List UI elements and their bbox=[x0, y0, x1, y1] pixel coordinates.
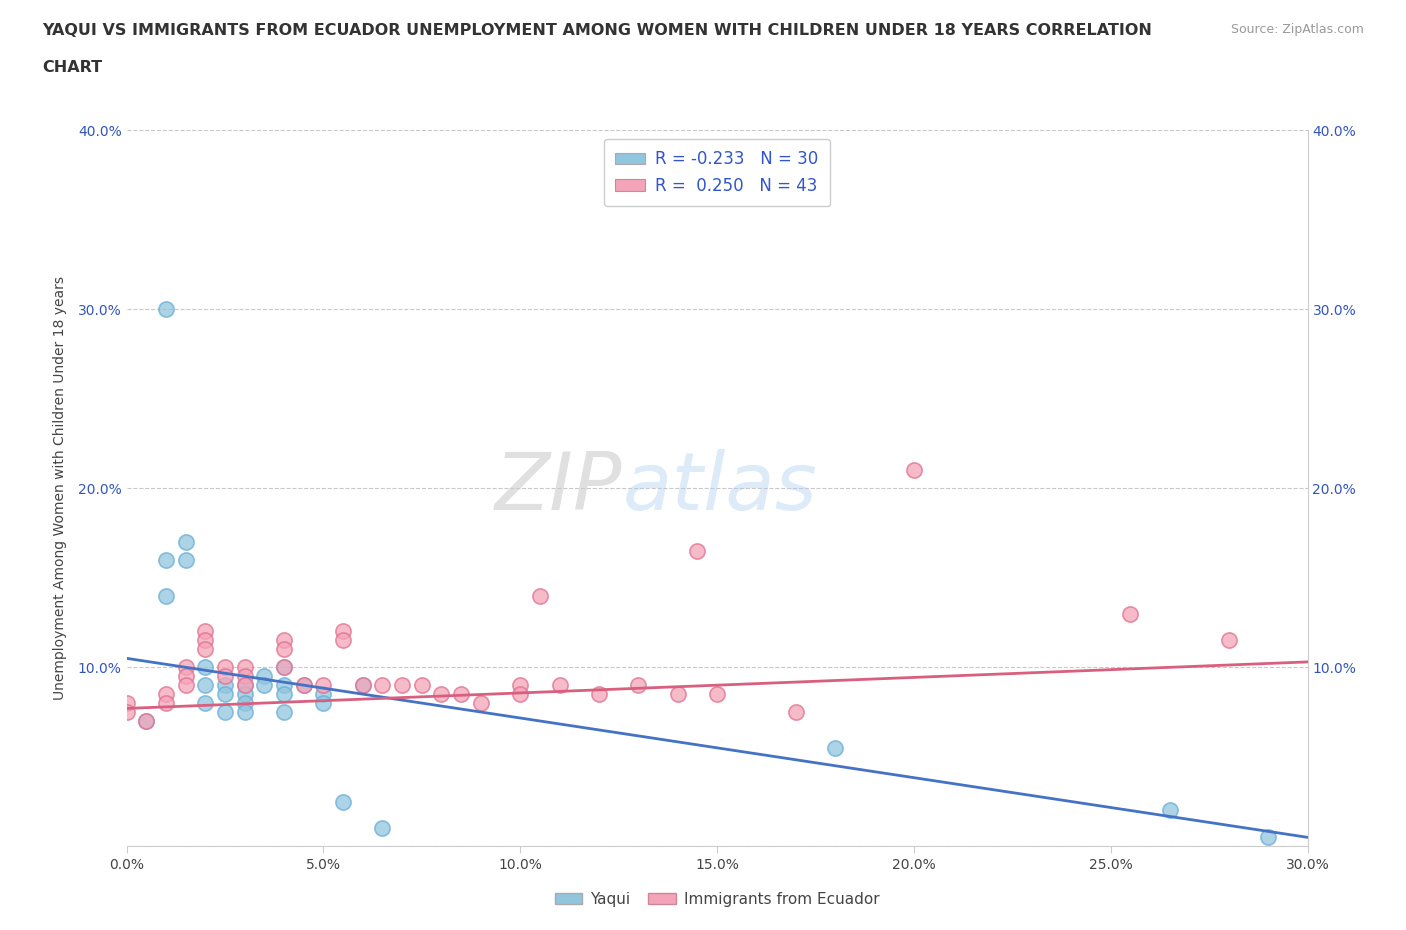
Point bbox=[214, 660, 236, 675]
Text: YAQUI VS IMMIGRANTS FROM ECUADOR UNEMPLOYMENT AMONG WOMEN WITH CHILDREN UNDER 18: YAQUI VS IMMIGRANTS FROM ECUADOR UNEMPLO… bbox=[42, 23, 1152, 38]
Point bbox=[135, 713, 157, 728]
Point bbox=[194, 624, 217, 639]
Point bbox=[312, 686, 335, 701]
Point bbox=[352, 678, 374, 693]
Point bbox=[155, 552, 177, 567]
Point bbox=[214, 705, 236, 720]
Point bbox=[824, 740, 846, 755]
Point bbox=[548, 678, 571, 693]
Point bbox=[194, 696, 217, 711]
Point bbox=[233, 678, 256, 693]
Point bbox=[1159, 804, 1181, 818]
Point bbox=[312, 696, 335, 711]
Point bbox=[352, 678, 374, 693]
Point bbox=[273, 686, 295, 701]
Point bbox=[686, 543, 709, 558]
Point bbox=[233, 660, 256, 675]
Point bbox=[174, 535, 197, 550]
Point bbox=[785, 705, 807, 720]
Point bbox=[273, 678, 295, 693]
Y-axis label: Unemployment Among Women with Children Under 18 years: Unemployment Among Women with Children U… bbox=[52, 276, 66, 700]
Point bbox=[292, 678, 315, 693]
Point bbox=[155, 696, 177, 711]
Point bbox=[332, 794, 354, 809]
Point bbox=[292, 678, 315, 693]
Point bbox=[411, 678, 433, 693]
Point bbox=[214, 669, 236, 684]
Point bbox=[194, 633, 217, 648]
Point bbox=[903, 463, 925, 478]
Point bbox=[233, 678, 256, 693]
Point bbox=[430, 686, 453, 701]
Point bbox=[371, 821, 394, 836]
Point bbox=[155, 302, 177, 317]
Point bbox=[450, 686, 472, 701]
Legend: Yaqui, Immigrants from Ecuador: Yaqui, Immigrants from Ecuador bbox=[548, 886, 886, 913]
Point bbox=[174, 552, 197, 567]
Point bbox=[273, 633, 295, 648]
Point bbox=[214, 678, 236, 693]
Point bbox=[391, 678, 413, 693]
Text: ZIP: ZIP bbox=[495, 449, 623, 527]
Point bbox=[588, 686, 610, 701]
Point bbox=[174, 660, 197, 675]
Text: Source: ZipAtlas.com: Source: ZipAtlas.com bbox=[1230, 23, 1364, 36]
Point bbox=[253, 669, 276, 684]
Point bbox=[253, 678, 276, 693]
Point bbox=[233, 686, 256, 701]
Point bbox=[666, 686, 689, 701]
Point bbox=[1257, 830, 1279, 844]
Point bbox=[273, 660, 295, 675]
Point bbox=[115, 696, 138, 711]
Point bbox=[273, 705, 295, 720]
Point bbox=[194, 660, 217, 675]
Point bbox=[214, 686, 236, 701]
Point bbox=[529, 589, 551, 604]
Point bbox=[371, 678, 394, 693]
Point bbox=[135, 713, 157, 728]
Point bbox=[155, 686, 177, 701]
Point bbox=[509, 686, 531, 701]
Point bbox=[627, 678, 650, 693]
Point bbox=[233, 696, 256, 711]
Point bbox=[233, 705, 256, 720]
Point bbox=[1218, 633, 1240, 648]
Point bbox=[174, 669, 197, 684]
Point bbox=[1119, 606, 1142, 621]
Text: atlas: atlas bbox=[623, 449, 817, 527]
Text: CHART: CHART bbox=[42, 60, 103, 75]
Point bbox=[332, 633, 354, 648]
Point bbox=[174, 678, 197, 693]
Point bbox=[155, 589, 177, 604]
Point bbox=[273, 660, 295, 675]
Point bbox=[233, 669, 256, 684]
Point bbox=[194, 678, 217, 693]
Point bbox=[332, 624, 354, 639]
Point bbox=[273, 642, 295, 657]
Point bbox=[706, 686, 728, 701]
Point bbox=[470, 696, 492, 711]
Point bbox=[312, 678, 335, 693]
Point bbox=[194, 642, 217, 657]
Point bbox=[115, 705, 138, 720]
Point bbox=[509, 678, 531, 693]
Legend: R = -0.233   N = 30, R =  0.250   N = 43: R = -0.233 N = 30, R = 0.250 N = 43 bbox=[603, 139, 831, 206]
